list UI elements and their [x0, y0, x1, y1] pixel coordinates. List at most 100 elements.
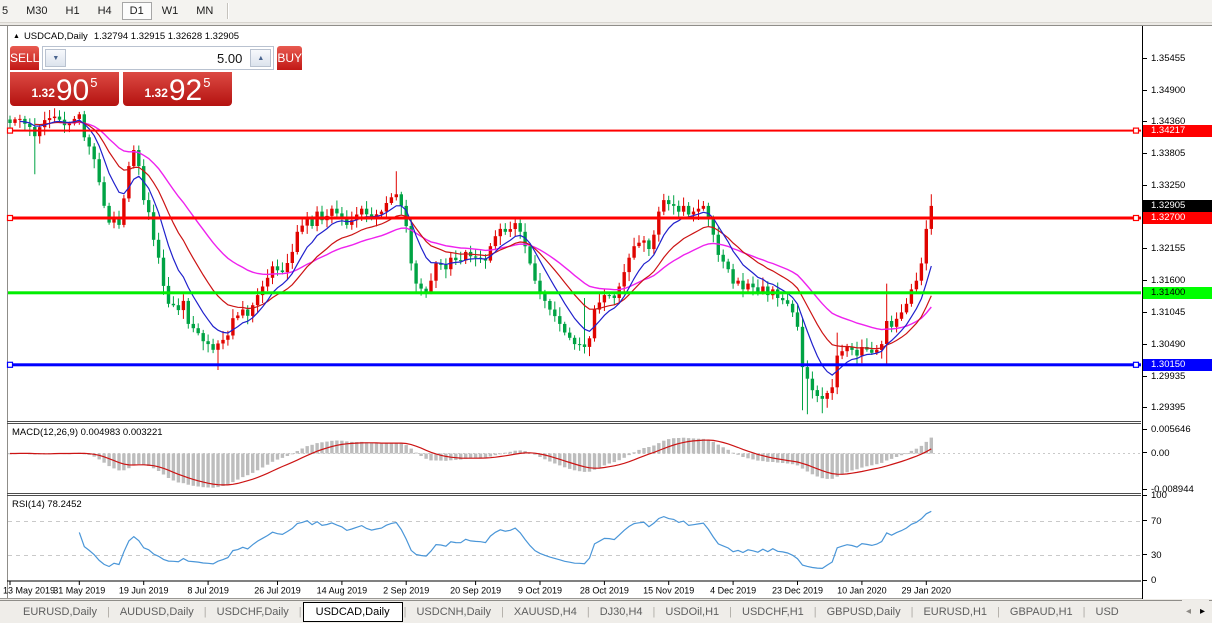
tab-dj30-h4[interactable]: DJ30,H4	[599, 606, 643, 618]
price-axis-tick: 1.31600	[1143, 275, 1185, 287]
buy-button[interactable]: BUY	[277, 46, 303, 70]
sell-price-panel[interactable]: 1.32 90 5	[10, 72, 119, 106]
macd-signal-line	[10, 439, 932, 486]
tab-audusd-daily[interactable]: AUDUSD,Daily	[119, 606, 194, 618]
horizontal-level-line[interactable]	[8, 291, 1141, 295]
volume-increase-button[interactable]: ▲	[250, 49, 272, 67]
timeframe-button-mn[interactable]: MN	[196, 5, 214, 17]
rsi-axis-tick: 100	[1143, 490, 1167, 502]
line-handle[interactable]	[1132, 127, 1140, 134]
price-axis-tick: 1.30490	[1143, 339, 1185, 351]
timeframe-button-5[interactable]: 5	[2, 5, 9, 17]
svg-text:4 Dec 2019: 4 Dec 2019	[710, 586, 756, 596]
price-axis-tick: 1.34900	[1143, 85, 1185, 97]
tab-gbpaud-h1[interactable]: GBPAUD,H1	[1009, 606, 1073, 618]
price-axis-tick: 1.29395	[1143, 402, 1185, 414]
tab-divider: |	[813, 606, 817, 618]
svg-text:31 May 2019: 31 May 2019	[53, 586, 105, 596]
tab-scroll-left-icon[interactable]: ◂	[1185, 606, 1191, 617]
line-handle[interactable]	[1132, 214, 1140, 222]
tab-divider: |	[1082, 606, 1086, 618]
trade-panel-toggle-icon[interactable]: ▲	[13, 33, 20, 40]
rsi-axis-tick: 0	[1143, 575, 1156, 587]
buy-price-big: 92	[168, 74, 203, 107]
tab-scroll-right-icon[interactable]: ▸	[1199, 606, 1205, 617]
svg-text:28 Oct 2019: 28 Oct 2019	[580, 586, 629, 596]
macd-indicator-label: MACD(12,26,9) 0.004983 0.003221	[12, 427, 163, 438]
toolbar-separator	[227, 3, 230, 19]
ma-slow-line	[59, 121, 932, 331]
svg-text:8 Jul 2019: 8 Jul 2019	[187, 586, 229, 596]
line-handle[interactable]	[1132, 361, 1140, 368]
pane-separator[interactable]	[7, 421, 1141, 582]
tab-usd[interactable]: USD	[1095, 606, 1119, 618]
price-axis-tick: 1.29935	[1143, 371, 1185, 383]
price-level-badge: 1.30150	[1143, 358, 1212, 371]
tab-usdcnh-daily[interactable]: USDCNH,Daily	[416, 606, 492, 618]
price-level-badge: 1.32905	[1143, 200, 1212, 213]
sell-price-big: 90	[55, 74, 90, 107]
buy-price-prefix: 1.32	[144, 86, 168, 100]
tab-usdcad-daily[interactable]: USDCAD,Daily	[302, 602, 403, 622]
price-axis[interactable]: 1.35455 1.34900 1.34360 1.33805 1.33250 1.321…	[1142, 26, 1212, 599]
tab-gbpusd-daily[interactable]: GBPUSD,Daily	[826, 606, 901, 618]
buy-price-panel[interactable]: 1.32 92 5	[123, 72, 232, 106]
tab-divider: |	[652, 606, 656, 618]
rsi-axis-tick: 70	[1143, 516, 1162, 528]
timeframe-button-d1[interactable]: D1	[121, 2, 152, 20]
timeframe-toolbar: 5 M30 H1 H4 D1 W1 MN	[0, 0, 1212, 23]
macd-histogram	[8, 437, 933, 488]
svg-text:19 Jun 2019: 19 Jun 2019	[119, 586, 169, 596]
rsi-line	[78, 510, 932, 570]
svg-text:10 Jan 2020: 10 Jan 2020	[837, 586, 887, 596]
horizontal-level-line[interactable]	[8, 363, 1141, 367]
line-handle[interactable]	[6, 127, 14, 134]
tab-divider: |	[501, 606, 504, 618]
price-level-badge: 1.32700	[1143, 211, 1212, 224]
timeframe-button-m30[interactable]: M30	[26, 5, 48, 17]
svg-text:14 Aug 2019: 14 Aug 2019	[317, 586, 368, 596]
svg-text:9 Oct 2019: 9 Oct 2019	[518, 586, 562, 596]
price-axis-tick: 1.31045	[1143, 307, 1185, 319]
horizontal-level-line[interactable]	[8, 216, 1141, 220]
tab-divider: |	[997, 606, 1000, 618]
price-axis-tick: 1.32155	[1143, 243, 1185, 255]
horizontal-level-line[interactable]	[8, 129, 1141, 132]
macd-axis-tick: 0.005646	[1143, 424, 1191, 436]
tab-usdchf-daily[interactable]: USDCHF,Daily	[216, 606, 289, 618]
chart-tab-bar: EURUSD,Daily | AUDUSD,Daily | USDCHF,Daily | U…	[0, 600, 1212, 623]
timeframe-button-h1[interactable]: H1	[65, 5, 80, 17]
tab-usdoil-h1[interactable]: USDOil,H1	[665, 606, 720, 618]
sell-button[interactable]: SELL	[10, 46, 40, 70]
price-level-badge: 1.31400	[1143, 286, 1212, 299]
tab-divider: |	[403, 606, 407, 618]
chart-title: ▲ USDCAD,Daily 1.32794 1.32915 1.32628 1.3…	[13, 31, 239, 42]
tab-divider: |	[203, 606, 207, 618]
macd-axis-tick: 0.00	[1143, 448, 1170, 460]
svg-text:13 May 2019: 13 May 2019	[3, 586, 55, 596]
price-axis-tick: 1.34360	[1143, 116, 1185, 128]
tab-divider: |	[298, 606, 302, 618]
buy-price-sup: 5	[203, 75, 211, 90]
line-handle[interactable]	[6, 214, 14, 222]
ohlc-values: 1.32794 1.32915 1.32628 1.32905	[93, 31, 240, 42]
timeframe-button-w1[interactable]: W1	[161, 5, 179, 17]
svg-text:29 Jan 2020: 29 Jan 2020	[902, 586, 952, 596]
tab-usdchf-h1[interactable]: USDCHF,H1	[742, 606, 804, 618]
volume-decrease-button[interactable]: ▼	[45, 49, 67, 67]
tab-xauusd-h4[interactable]: XAUUSD,H4	[513, 606, 577, 618]
timeframe-button-h4[interactable]: H4	[97, 5, 112, 17]
price-axis-tick: 1.35455	[1143, 53, 1185, 65]
sell-price-prefix: 1.32	[31, 86, 55, 100]
svg-text:23 Dec 2019: 23 Dec 2019	[772, 586, 823, 596]
tab-eurusd-h1[interactable]: EURUSD,H1	[923, 606, 988, 618]
tab-eurusd-daily[interactable]: EURUSD,Daily	[23, 606, 97, 618]
rsi-axis-tick: 30	[1143, 550, 1162, 562]
svg-text:2 Sep 2019: 2 Sep 2019	[383, 586, 429, 596]
price-level-badge: 1.34217	[1143, 124, 1212, 137]
tab-divider: |	[586, 606, 590, 618]
volume-input[interactable]	[66, 49, 251, 67]
line-handle[interactable]	[6, 361, 14, 368]
